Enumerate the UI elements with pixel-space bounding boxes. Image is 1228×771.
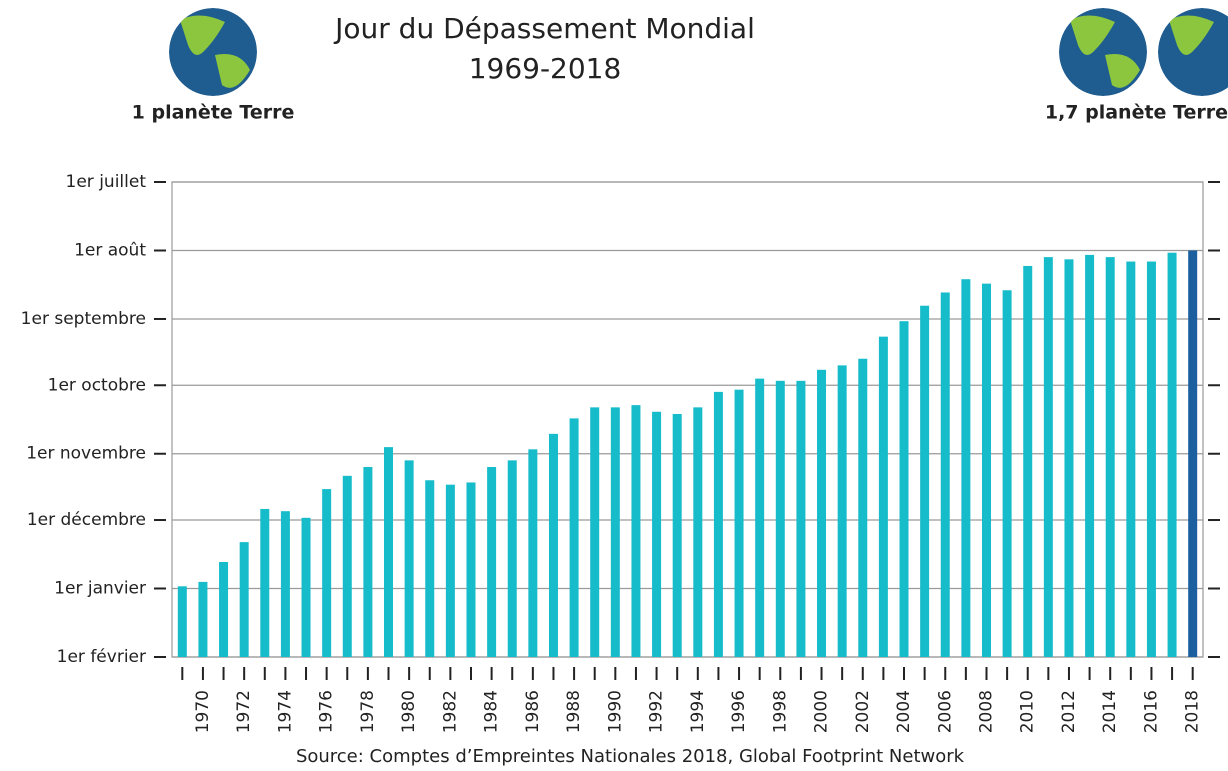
bar: [858, 359, 867, 657]
planet-icon: [1059, 8, 1147, 96]
planet-icon: [1158, 8, 1228, 96]
y-tick-label: 1er février: [57, 647, 146, 667]
x-tick-label: 1996: [729, 690, 749, 733]
y-tick-label: 1er août: [74, 240, 146, 260]
bar: [776, 381, 785, 657]
x-tick-label: 2008: [976, 690, 996, 733]
bar: [487, 467, 496, 657]
bar: [178, 586, 187, 657]
bar: [384, 447, 393, 657]
bar: [425, 480, 434, 657]
annotation: 1 planète Terre: [132, 102, 295, 124]
bar: [590, 407, 599, 657]
chart-title: Jour du Dépassement Mondial: [333, 12, 755, 45]
bar: [982, 284, 991, 657]
bar: [302, 518, 311, 657]
bar: [714, 392, 723, 657]
bar: [817, 370, 826, 657]
bar: [198, 582, 207, 657]
bar: [1023, 266, 1032, 657]
bar: [528, 449, 537, 657]
x-tick-label: 1998: [770, 690, 790, 733]
x-tick-label: 1972: [234, 690, 254, 733]
bar: [549, 434, 558, 657]
bar: [673, 414, 682, 657]
bar: [796, 381, 805, 657]
y-tick-label: 1er janvier: [54, 579, 146, 599]
x-tick-label: 2006: [935, 690, 955, 733]
y-tick-label: 1er septembre: [21, 309, 146, 329]
source: Source: Comptes d’Empreintes Nationales …: [296, 746, 965, 767]
x-tick-label: 2002: [853, 690, 873, 733]
bar: [260, 509, 269, 657]
bar: [240, 542, 249, 657]
bar: [1064, 259, 1073, 657]
bar: [838, 365, 847, 657]
bar: [900, 321, 909, 657]
bar: [1044, 257, 1053, 657]
x-tick-label: 2004: [894, 690, 914, 733]
bar: [508, 460, 517, 657]
bar: [1147, 262, 1156, 657]
x-tick-label: 1992: [647, 690, 667, 733]
bar: [961, 279, 970, 657]
bar: [920, 306, 929, 657]
x-tick-label: 2018: [1183, 690, 1203, 733]
chart: Jour du Dépassement Mondial 1969-2018 1 …: [0, 0, 1228, 771]
bar: [1106, 257, 1115, 657]
x-tick-label: 2000: [812, 690, 832, 733]
bar: [570, 418, 579, 657]
annotation: 1,7 planète Terre: [1045, 102, 1228, 124]
bar: [466, 482, 475, 657]
x-tick-label: 1978: [358, 690, 378, 733]
x-tick-label: 2016: [1141, 690, 1161, 733]
bar: [1085, 255, 1094, 657]
planet-icon: [169, 8, 257, 96]
x-tick-label: 1982: [440, 690, 460, 733]
y-tick-label: 1er juillet: [66, 172, 147, 192]
bar: [219, 562, 228, 657]
bar: [363, 467, 372, 657]
bar: [446, 485, 455, 657]
bar: [1003, 290, 1012, 657]
x-tick-label: 2014: [1100, 690, 1120, 733]
bar: [611, 407, 620, 657]
bar: [652, 412, 661, 657]
bar: [1168, 253, 1177, 657]
x-tick-label: 1974: [275, 690, 295, 733]
x-tick-label: 1976: [317, 690, 337, 733]
bar: [1126, 262, 1135, 657]
x-tick-label: 1970: [193, 690, 213, 733]
bar: [405, 460, 414, 657]
y-tick-label: 1er décembre: [27, 510, 146, 530]
y-tick-label: 1er octobre: [48, 375, 146, 395]
bar: [322, 489, 331, 657]
x-tick-label: 1980: [399, 690, 419, 733]
bar: [755, 379, 764, 657]
bar: [941, 292, 950, 657]
bar: [1188, 250, 1197, 657]
bar: [693, 407, 702, 657]
bar: [343, 476, 352, 657]
x-tick-label: 1984: [482, 690, 502, 733]
bar: [281, 511, 290, 657]
x-tick-label: 1994: [688, 690, 708, 733]
bar: [735, 390, 744, 657]
x-tick-label: 2010: [1018, 690, 1038, 733]
y-tick-label: 1er novembre: [26, 444, 146, 464]
x-tick-label: 1986: [523, 690, 543, 733]
chart-subtitle: 1969-2018: [469, 52, 622, 85]
x-tick-label: 1990: [605, 690, 625, 733]
x-tick-label: 1988: [564, 690, 584, 733]
bar: [879, 337, 888, 657]
bar: [631, 405, 640, 657]
x-tick-label: 2012: [1059, 690, 1079, 733]
